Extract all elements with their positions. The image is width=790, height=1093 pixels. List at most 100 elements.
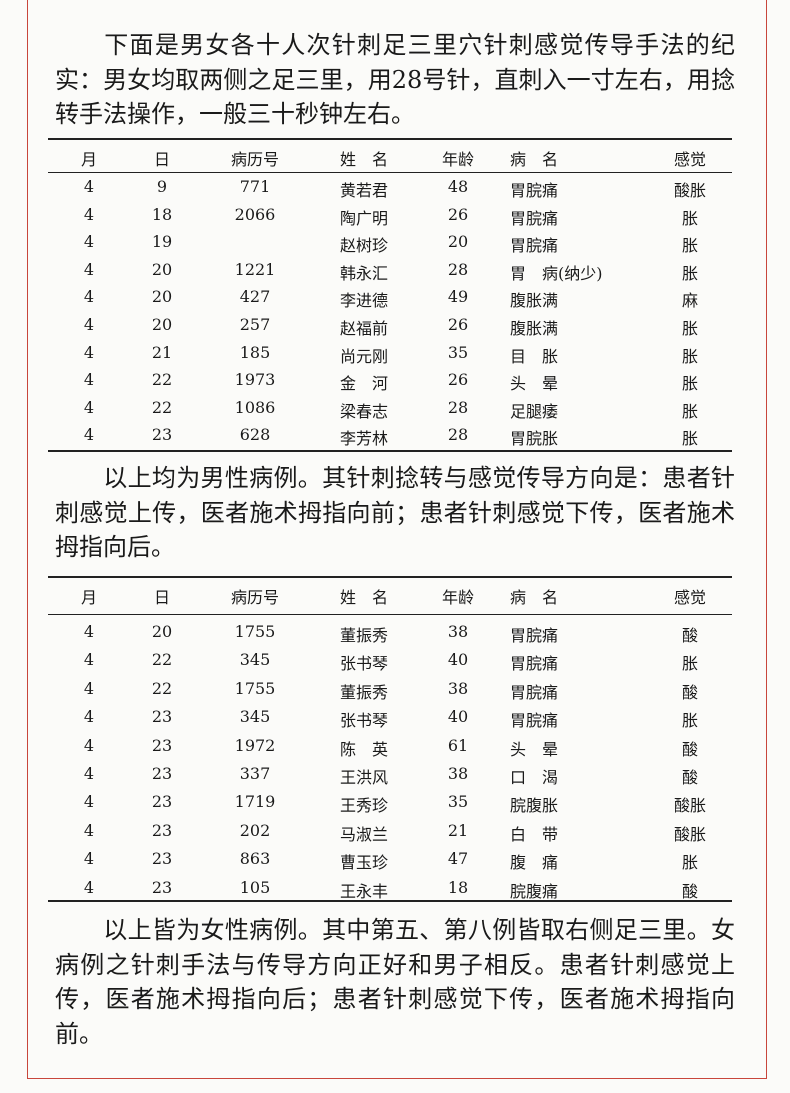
cell-record-no: 628 [239,425,271,445]
cell-name: 韩永汇 [340,263,389,283]
cell-name: 董振秀 [340,682,389,702]
cell-month: 4 [83,735,95,755]
cell-month: 4 [83,259,95,279]
cell-sensation: 胀 [681,429,698,449]
cell-record-no: 1972 [234,735,276,755]
cell-name: 李进德 [340,291,389,311]
cell-age: 21 [447,820,469,840]
page-border [27,0,767,1079]
cell-age: 40 [447,707,469,727]
cell-sensation: 胀 [681,374,698,394]
cell-record-no: 1755 [234,678,276,698]
cell-disease: 足腿痿 [510,401,559,421]
cell-day: 23 [151,735,173,755]
cell-age: 26 [447,370,469,390]
cell-day: 21 [151,342,173,362]
cell-record-no: 257 [239,315,271,334]
cell-name: 陈 英 [340,739,389,759]
cell-sensation: 酸 [681,682,698,702]
cell-age: 28 [447,259,469,279]
cell-sensation: 胀 [681,654,698,674]
cell-day: 23 [151,764,173,783]
cell-age: 48 [447,177,469,196]
cell-day: 9 [156,177,168,196]
cell-name: 王秀珍 [340,796,389,816]
cell-sensation: 胀 [681,208,698,228]
cell-name: 董振秀 [340,626,389,645]
cell-age: 38 [447,622,469,641]
cell-disease: 胃脘痛 [510,236,559,256]
column-header-sensation: 感觉 [673,150,706,169]
cell-month: 4 [83,877,95,897]
cell-month: 4 [83,342,95,362]
cell-name: 曹玉珍 [340,853,389,873]
table-top-rule [48,576,732,578]
cell-sensation: 酸 [681,881,698,901]
cell-disease: 胃脘痛 [510,682,559,702]
cell-age: 61 [447,735,469,755]
cell-day: 23 [151,877,173,897]
cell-day: 22 [151,650,173,670]
cell-record-no: 345 [239,650,271,670]
cell-disease: 胃脘痛 [510,711,559,731]
cell-name: 李芳林 [340,429,389,449]
cell-age: 35 [447,342,469,362]
cell-sensation: 酸胀 [673,824,706,844]
cell-month: 4 [83,707,95,727]
table-header-rule [48,614,732,615]
cell-age: 20 [447,232,469,252]
column-header-record-no: 病历号 [230,588,279,607]
cell-sensation: 麻 [681,291,698,311]
cell-name: 陶广明 [340,208,389,228]
cell-sensation: 酸胀 [673,796,706,816]
cell-name: 金 河 [340,374,389,394]
cell-month: 4 [83,849,95,869]
cell-disease: 头 晕 [510,739,559,759]
cell-day: 23 [151,849,173,869]
cell-sensation: 酸 [681,739,698,759]
cell-record-no: 863 [239,849,271,869]
cell-month: 4 [83,820,95,840]
cell-disease: 脘腹胀 [510,796,559,816]
cell-disease: 口 渴 [510,768,559,787]
cell-disease: 胃脘痛 [510,654,559,674]
cell-day: 23 [151,707,173,727]
cell-month: 4 [83,678,95,698]
cell-name: 赵树珍 [340,236,389,256]
female-summary-text: 以上皆为女性病例。其中第五、第八例皆取右侧足三里。女病例之针刺手法与传导方向正好… [55,916,735,1048]
cell-age: 26 [447,204,469,224]
cell-age: 18 [447,877,469,897]
cell-month: 4 [83,287,95,307]
cell-record-no: 2066 [234,204,276,224]
cell-disease: 胃 病(纳少) [510,263,603,283]
cell-month: 4 [83,650,95,670]
cell-month: 4 [83,764,95,783]
cell-month: 4 [83,425,95,445]
cell-record-no: 337 [239,764,271,783]
male-cases-table: 月日病历号姓 名年龄病 名感觉 4 9 771 黄若君 48 胃脘痛 酸胀 4 18 2066 陶广明… [48,138,732,454]
cell-age: 38 [447,678,469,698]
cell-day: 23 [151,425,173,445]
cell-disease: 胃脘痛 [510,626,559,645]
cell-name: 张书琴 [340,654,389,674]
cell-sensation: 酸 [681,768,698,787]
cell-name: 王永丰 [340,881,389,901]
cell-day: 22 [151,678,173,698]
cell-day: 20 [151,315,173,334]
cell-record-no: 202 [239,820,271,840]
cell-sensation: 胀 [681,853,698,873]
cell-day: 23 [151,820,173,840]
column-header-disease: 病 名 [510,588,559,607]
cell-record-no: 427 [239,287,271,307]
cell-record-no: 1719 [234,792,276,812]
cell-month: 4 [83,792,95,812]
cell-name: 尚元刚 [340,346,389,366]
cell-disease: 脘腹痛 [510,881,559,901]
cell-sensation: 胀 [681,236,698,256]
cell-record-no: 345 [239,707,271,727]
cell-sensation: 胀 [681,401,698,421]
cell-month: 4 [83,177,95,196]
cell-sensation: 酸胀 [673,181,706,200]
cell-day: 23 [151,792,173,812]
column-header-sensation: 感觉 [673,588,706,607]
